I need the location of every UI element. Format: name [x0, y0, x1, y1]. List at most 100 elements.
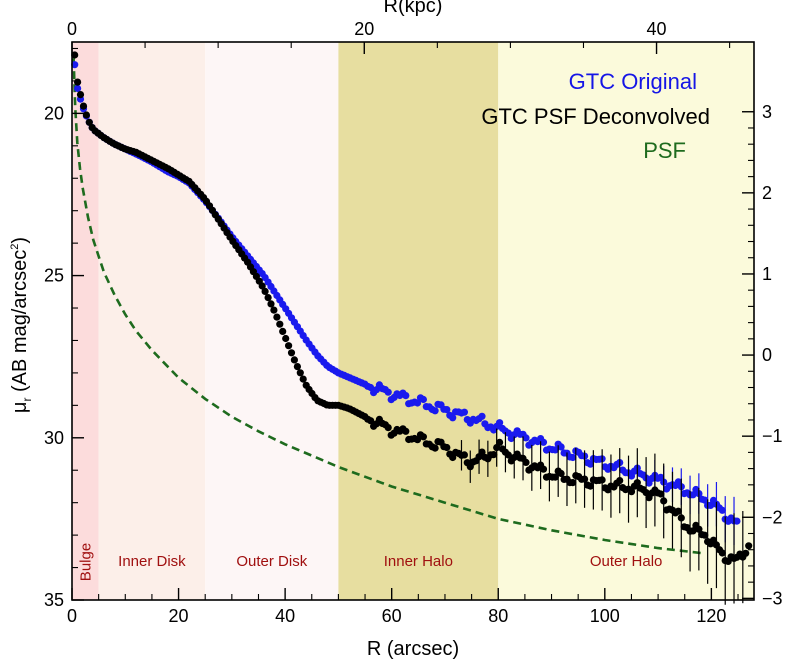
legend: GTC Original GTC PSF Deconvolved PSF: [481, 69, 710, 163]
data-point: [677, 514, 685, 522]
data-point: [267, 300, 275, 308]
data-point: [276, 320, 284, 328]
data-point: [431, 407, 439, 415]
data-point: [402, 427, 410, 435]
y-axis-title-mu: μ: [9, 402, 31, 414]
data-point: [478, 412, 486, 420]
data-point: [299, 375, 307, 383]
data-point: [586, 460, 595, 468]
x2-tick-label: 20: [354, 19, 374, 39]
data-point: [496, 419, 504, 427]
data-point: [504, 451, 512, 459]
data-point: [557, 469, 565, 478]
series-psf-line: [72, 58, 701, 555]
data-point: [290, 356, 298, 364]
data-point: [82, 111, 90, 119]
region-bulge: [72, 42, 99, 600]
data-point: [701, 496, 709, 504]
data-point: [522, 434, 530, 442]
plot-frame: [71, 41, 755, 601]
data-point: [733, 517, 741, 525]
x-tick-label: 120: [696, 606, 726, 626]
data-point: [419, 433, 427, 441]
region-label-outer-disk: Outer Disk: [236, 553, 307, 570]
y2-tick-label: −2: [762, 507, 783, 527]
axes: 020406080100120020406080202530353210−1−2…: [44, 19, 783, 626]
y-axis-title-sup: 2: [9, 244, 21, 250]
data-point: [598, 476, 606, 484]
y2-tick-label: 1: [762, 264, 772, 284]
y-axis-title-end: ): [9, 237, 31, 244]
data-point: [496, 438, 504, 446]
legend-psf: PSF: [643, 138, 686, 163]
legend-gtc-original: GTC Original: [569, 69, 697, 94]
data-point: [569, 479, 577, 487]
region-label-bulge: Bulge: [77, 543, 94, 581]
series-layer: [71, 51, 753, 605]
data-point: [285, 342, 293, 350]
data-point: [384, 388, 392, 396]
data-point: [449, 414, 457, 422]
x-axis-title: R (arcsec): [367, 638, 459, 660]
data-point: [718, 506, 726, 514]
data-point: [413, 399, 422, 407]
data-point: [79, 102, 88, 110]
data-point: [258, 282, 266, 290]
data-point: [270, 306, 278, 314]
data-point: [384, 424, 392, 432]
data-point: [633, 479, 641, 487]
data-point: [419, 395, 427, 404]
region-label-outer-halo: Outer Halo: [590, 553, 663, 570]
data-point: [689, 527, 697, 535]
data-point: [551, 473, 559, 481]
data-point: [460, 451, 468, 459]
y2-tick-label: 2: [762, 183, 772, 203]
data-point: [71, 51, 79, 59]
data-point: [443, 443, 451, 452]
data-point: [627, 488, 636, 496]
x2-tick-label: 40: [647, 19, 667, 39]
region-inner-halo: [338, 42, 499, 600]
data-point: [695, 525, 703, 533]
y-axis-title-unit: (AB mag/arcsec: [9, 250, 31, 398]
y-axis-title: μr (AB mag/arcsec2): [9, 237, 34, 413]
region-outer-disk: [205, 42, 339, 600]
data-point: [504, 429, 512, 437]
data-point: [674, 507, 682, 515]
x-tick-label: 100: [590, 606, 620, 626]
y-tick-label: 25: [44, 266, 64, 286]
region-inner-disk: [98, 42, 206, 600]
data-point: [539, 438, 548, 446]
data-point: [85, 118, 93, 126]
data-point: [273, 313, 281, 321]
data-point: [71, 61, 79, 69]
x-tick-label: 40: [275, 606, 295, 626]
data-point: [660, 497, 668, 505]
data-point: [293, 363, 301, 371]
data-point: [261, 287, 269, 295]
data-point: [402, 392, 410, 400]
data-point: [742, 549, 750, 557]
y2-tick-label: 3: [762, 102, 772, 122]
data-point: [586, 482, 595, 490]
y-tick-label: 20: [44, 103, 64, 123]
data-point: [569, 453, 577, 462]
data-point: [689, 491, 697, 499]
legend-gtc-psf-deconvolved: GTC PSF Deconvolved: [481, 104, 710, 129]
data-point: [287, 349, 296, 357]
data-point: [522, 458, 530, 466]
x-tick-label: 0: [67, 606, 77, 626]
data-point: [701, 531, 709, 539]
data-point: [616, 477, 624, 485]
y2-tick-label: −1: [762, 426, 783, 446]
data-point: [718, 549, 726, 557]
x2-axis-title: R(kpc): [384, 0, 443, 17]
region-label-inner-disk: Inner Disk: [118, 553, 186, 570]
y-tick-label: 30: [44, 428, 64, 448]
data-point: [264, 294, 272, 302]
data-point: [443, 406, 451, 414]
data-point: [551, 446, 559, 454]
data-point: [296, 369, 304, 377]
data-point: [581, 475, 589, 483]
